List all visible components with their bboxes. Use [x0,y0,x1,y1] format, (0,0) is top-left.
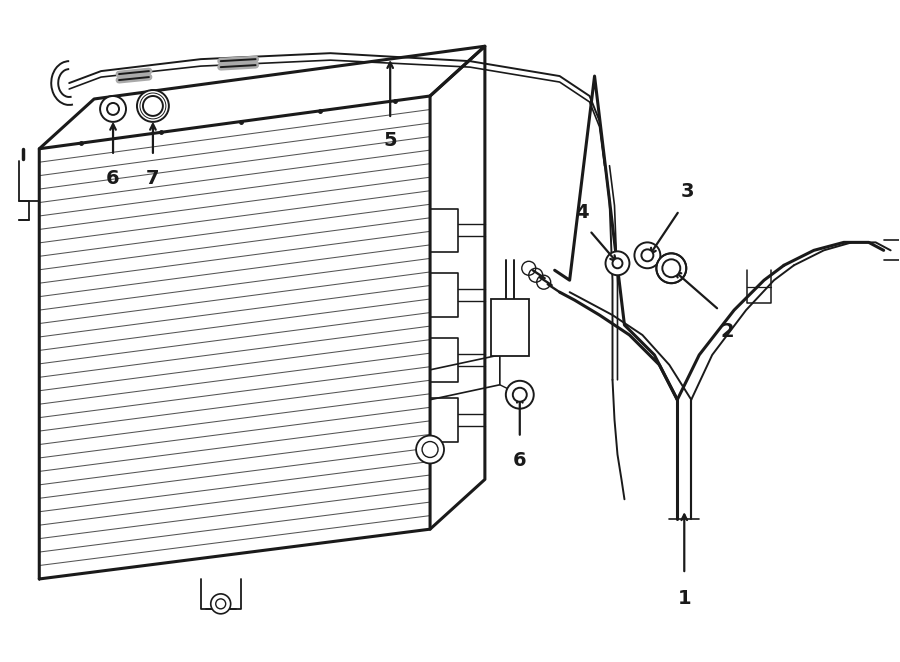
Circle shape [137,90,169,122]
FancyBboxPatch shape [491,299,529,356]
Text: 1: 1 [678,589,691,608]
Circle shape [606,252,629,275]
Circle shape [107,103,119,115]
Circle shape [506,381,534,408]
Text: 5: 5 [383,131,397,150]
Circle shape [416,436,444,463]
Circle shape [656,254,687,283]
Circle shape [513,388,526,402]
Circle shape [100,96,126,122]
Circle shape [143,96,163,116]
Text: 2: 2 [720,322,734,341]
Circle shape [634,242,661,268]
Circle shape [662,260,680,277]
Circle shape [211,594,230,614]
Circle shape [642,250,653,261]
Circle shape [613,258,623,268]
Text: 4: 4 [575,203,589,222]
Text: 6: 6 [513,451,526,471]
Text: 7: 7 [146,169,159,188]
Text: 6: 6 [106,169,120,188]
Text: 3: 3 [680,181,694,201]
